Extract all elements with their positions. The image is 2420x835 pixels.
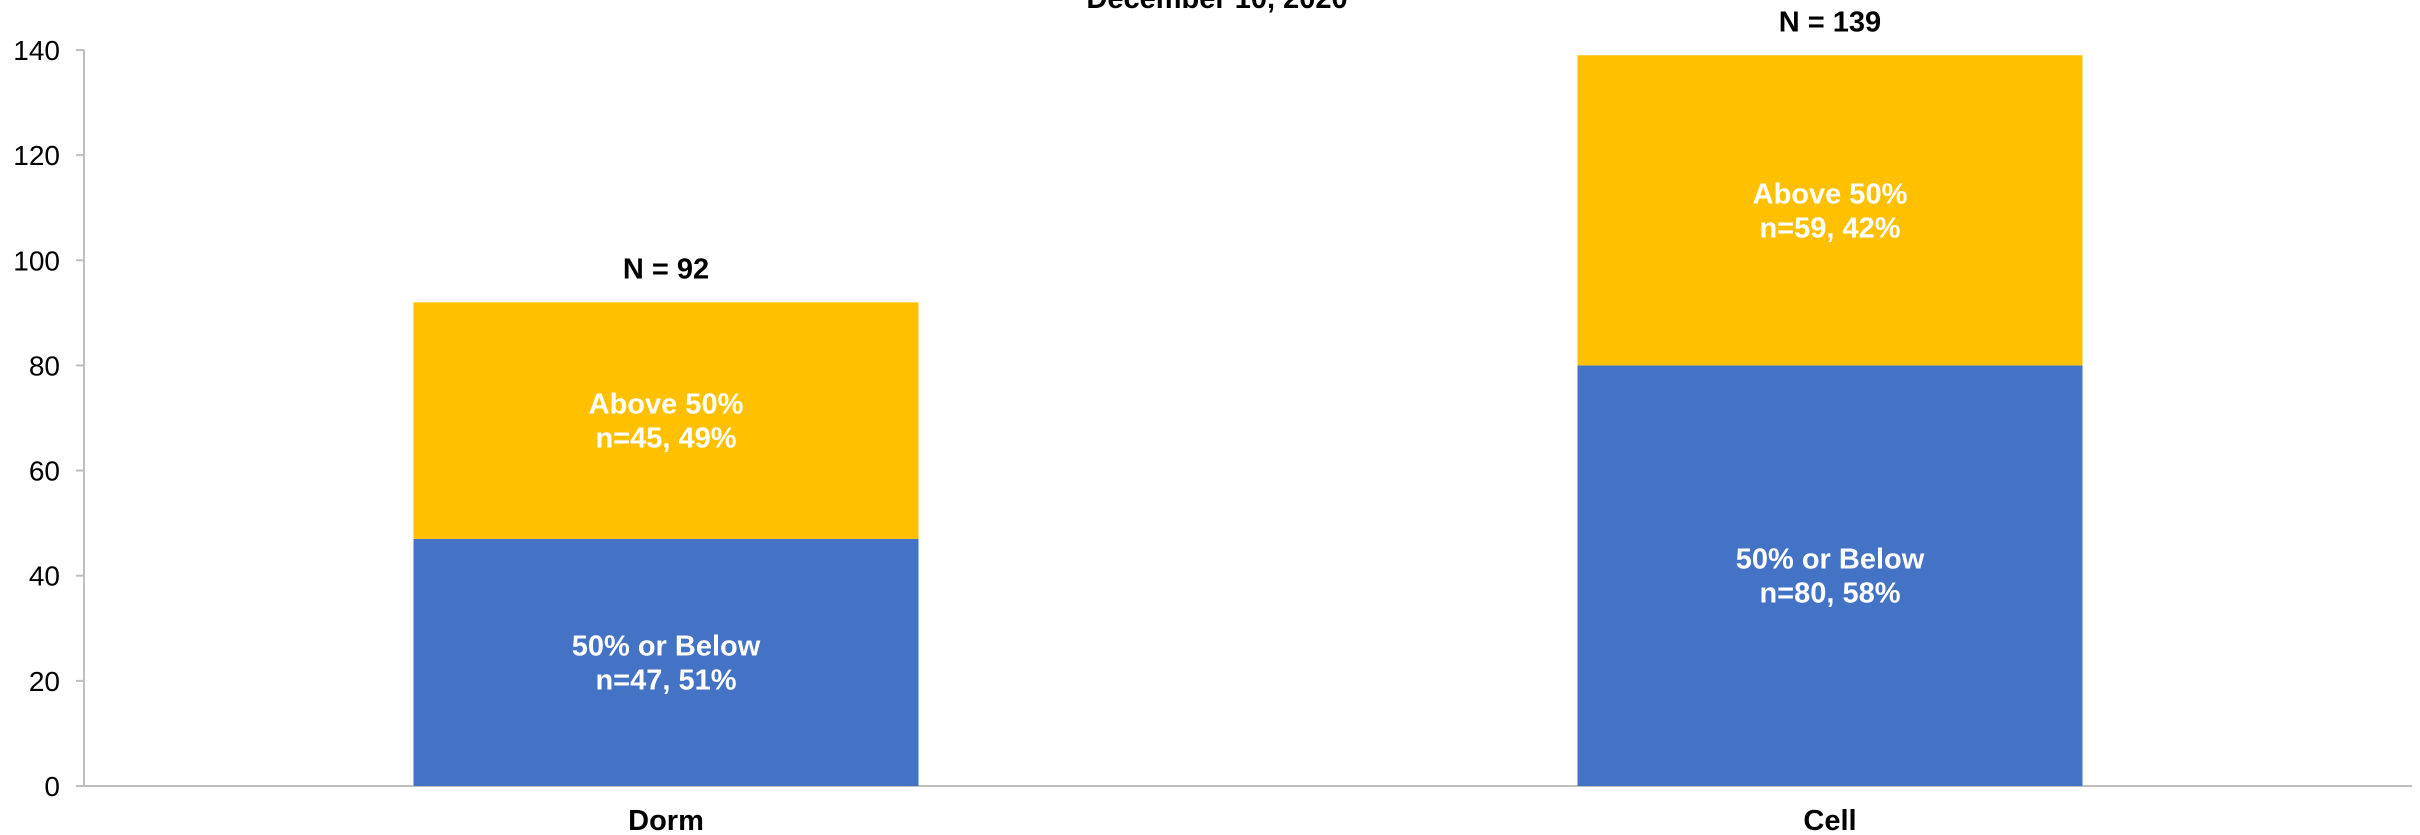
data-label-dorm-0: 50% or Below n=47, 51% xyxy=(572,630,761,696)
total-label-cell: N = 139 xyxy=(1779,6,1881,38)
data-label-cell-1: Above 50% n=59, 42% xyxy=(1753,178,1908,244)
y-tick-label: 40 xyxy=(29,561,60,592)
data-label-cell-0: 50% or Below n=80, 58% xyxy=(1736,544,1925,610)
y-tick-label: 120 xyxy=(13,140,60,171)
y-tick-label: 80 xyxy=(29,350,60,381)
y-tick-label: 60 xyxy=(29,456,60,487)
bar-segment-dorm-1 xyxy=(413,302,919,539)
category-label-dorm: Dorm xyxy=(628,805,704,835)
y-tick-label: 0 xyxy=(44,771,60,802)
bar-segment-cell-1 xyxy=(1577,55,2083,366)
y-axis-ticks: 0 20 40 60 80 100 120 140 xyxy=(13,35,84,802)
x-axis-labels: Dorm Cell xyxy=(628,805,1856,835)
chart-subtitle: December 10, 2020 xyxy=(1086,0,1347,15)
data-label-dorm-1: Above 50% n=45, 49% xyxy=(589,389,744,455)
bars-group: 50% or Below n=47, 51% Above 50% n=45, 49% N… xyxy=(413,6,2083,786)
bar-segment-dorm-0 xyxy=(413,538,919,786)
total-label-dorm: N = 92 xyxy=(623,253,709,285)
y-tick-label: 140 xyxy=(13,35,60,66)
y-tick-label: 100 xyxy=(13,245,60,276)
category-label-cell: Cell xyxy=(1803,805,1856,835)
bar-segment-cell-0 xyxy=(1577,365,2083,786)
y-tick-label: 20 xyxy=(29,666,60,697)
